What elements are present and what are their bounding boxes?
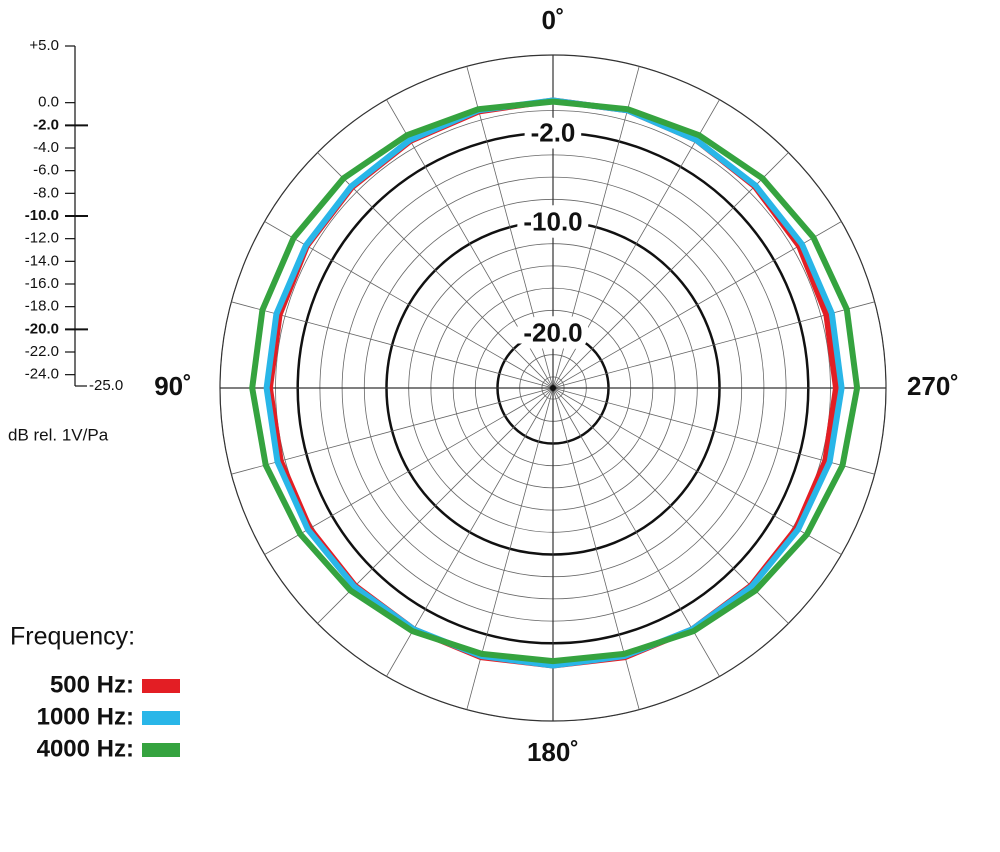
y-tick-label: -14.0 (25, 252, 59, 269)
grid-spoke (552, 99, 720, 389)
ring-label: -2.0 (531, 118, 576, 148)
grid-spoke (552, 152, 789, 389)
ring-label: -10.0 (523, 206, 582, 236)
legend-swatch (142, 679, 180, 693)
y-tick-label: +5.0 (29, 37, 59, 54)
y-tick-label: -22.0 (25, 343, 59, 360)
legend-label: 500 Hz: (50, 671, 134, 698)
series-line (249, 98, 861, 665)
y-tick-label: -20.0 (25, 320, 59, 337)
grid-spoke (552, 387, 875, 475)
angle-label: 270˚ (907, 371, 959, 401)
grid-spoke (386, 99, 554, 389)
y-tick-label: -25.0 (89, 377, 123, 394)
ring-label: -20.0 (523, 317, 582, 347)
legend-label: 1000 Hz: (37, 703, 134, 730)
legend-swatch (142, 711, 180, 725)
y-tick-label: 0.0 (38, 94, 59, 111)
grid-spoke (552, 387, 842, 555)
grid-spoke (231, 301, 554, 389)
y-tick-label: -8.0 (33, 184, 59, 201)
center-dot (550, 385, 556, 391)
legend-swatch (142, 743, 180, 757)
grid-spoke (552, 221, 842, 389)
angle-label: 0˚ (541, 5, 564, 35)
y-tick-label: -2.0 (33, 116, 59, 133)
y-tick-label: -10.0 (25, 207, 59, 224)
y-tick-label: -18.0 (25, 298, 59, 315)
angle-label: 90˚ (154, 371, 192, 401)
grid-spoke (466, 66, 554, 389)
y-tick-label: -24.0 (25, 366, 59, 383)
grid-spoke (552, 301, 875, 389)
axis-label: dB rel. 1V/Pa (8, 425, 109, 444)
y-tick-label: -12.0 (25, 230, 59, 247)
grid-spoke (264, 387, 554, 555)
legend-title: Frequency: (10, 623, 135, 651)
grid-spoke (552, 66, 640, 389)
y-tick-label: -4.0 (33, 139, 59, 156)
grid-spoke (231, 387, 554, 475)
y-tick-label: -16.0 (25, 275, 59, 292)
legend-label: 4000 Hz: (37, 735, 134, 762)
grid-spoke (264, 221, 554, 389)
grid-spoke (317, 152, 554, 389)
angle-label: 180˚ (527, 737, 579, 767)
series-line (263, 97, 845, 669)
y-tick-label: -6.0 (33, 162, 59, 179)
